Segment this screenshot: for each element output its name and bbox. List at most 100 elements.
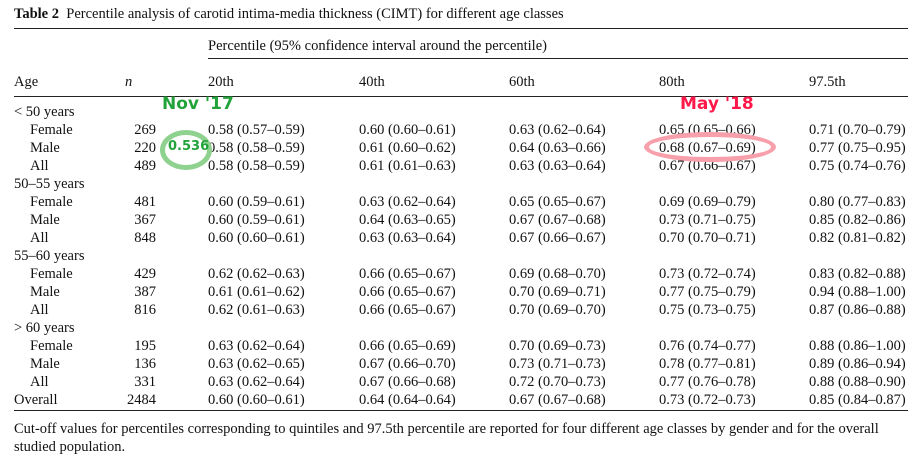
percentile-header: 80th [659, 73, 685, 91]
percentile-value: 0.88 (0.86–1.00) [809, 337, 906, 355]
percentile-value: 0.58 (0.58–0.59) [208, 157, 305, 175]
percentile-value: 0.67 (0.66–0.68) [359, 373, 456, 391]
row-n: 387 [116, 283, 156, 301]
percentile-header: 20th [208, 73, 234, 91]
percentile-value: 0.61 (0.61–0.62) [208, 283, 305, 301]
percentile-value: 0.69 (0.69–0.79) [659, 193, 756, 211]
percentile-value: 0.70 (0.69–0.70) [509, 301, 606, 319]
bottom-rule [14, 410, 908, 411]
percentile-value: 0.62 (0.61–0.63) [208, 301, 305, 319]
nov-value-annotation: 0.536 [168, 139, 209, 154]
row-label: All [30, 301, 49, 319]
percentile-value: 0.78 (0.77–0.81) [659, 355, 756, 373]
percentile-value: 0.73 (0.71–0.75) [659, 211, 756, 229]
percentile-value: 0.64 (0.63–0.66) [509, 139, 606, 157]
overall-value: 0.73 (0.72–0.73) [659, 391, 756, 409]
percentile-value: 0.87 (0.86–0.88) [809, 301, 906, 319]
row-n: 481 [116, 193, 156, 211]
percentile-header: 97.5th [809, 73, 846, 91]
percentile-value: 0.80 (0.77–0.83) [809, 193, 906, 211]
percentile-value: 0.66 (0.65–0.67) [359, 283, 456, 301]
percentile-value: 0.70 (0.70–0.71) [659, 229, 756, 247]
row-n: 367 [116, 211, 156, 229]
overall-value: 0.85 (0.84–0.87) [809, 391, 906, 409]
percentile-value: 0.69 (0.68–0.70) [509, 265, 606, 283]
age-group-label: > 60 years [14, 319, 75, 337]
percentile-value: 0.76 (0.74–0.77) [659, 337, 756, 355]
row-label: Female [30, 337, 73, 355]
percentile-value: 0.63 (0.62–0.64) [359, 193, 456, 211]
percentile-value: 0.70 (0.69–0.71) [509, 283, 606, 301]
percentile-value: 0.75 (0.74–0.76) [809, 157, 906, 175]
percentile-value: 0.63 (0.63–0.64) [509, 157, 606, 175]
nov-annotation: Nov '17 [162, 94, 234, 114]
percentile-value: 0.63 (0.62–0.64) [208, 337, 305, 355]
percentile-value: 0.60 (0.60–0.61) [359, 121, 456, 139]
percentile-value: 0.75 (0.73–0.75) [659, 301, 756, 319]
percentile-value: 0.67 (0.67–0.68) [509, 211, 606, 229]
percentile-value: 0.60 (0.59–0.61) [208, 193, 305, 211]
percentile-value: 0.67 (0.66–0.67) [509, 229, 606, 247]
percentile-value: 0.58 (0.58–0.59) [208, 139, 305, 157]
percentile-value: 0.63 (0.62–0.65) [208, 355, 305, 373]
top-rule [14, 28, 908, 29]
percentile-value: 0.60 (0.59–0.61) [208, 211, 305, 229]
percentile-value: 0.73 (0.72–0.74) [659, 265, 756, 283]
percentile-value: 0.60 (0.60–0.61) [208, 229, 305, 247]
row-label: Male [30, 139, 60, 157]
row-n: 429 [116, 265, 156, 283]
red-ellipse-annotation [644, 132, 776, 162]
percentile-header: 40th [359, 73, 385, 91]
percentile-value: 0.58 (0.57–0.59) [208, 121, 305, 139]
percentile-span-header: Percentile (95% confidence interval arou… [208, 37, 547, 55]
percentile-value: 0.77 (0.75–0.95) [809, 139, 906, 157]
percentile-value: 0.83 (0.82–0.88) [809, 265, 906, 283]
caption-title: Percentile analysis of carotid intima-me… [66, 6, 563, 22]
percentile-value: 0.66 (0.65–0.67) [359, 301, 456, 319]
row-n: 848 [116, 229, 156, 247]
percentile-value: 0.94 (0.88–1.00) [809, 283, 906, 301]
percentile-value: 0.67 (0.66–0.70) [359, 355, 456, 373]
table-caption: Table 2 Percentile analysis of carotid i… [14, 6, 564, 23]
row-n: 136 [116, 355, 156, 373]
row-n: 195 [116, 337, 156, 355]
percentile-value: 0.71 (0.70–0.79) [809, 121, 906, 139]
row-label: Male [30, 283, 60, 301]
row-label: Male [30, 211, 60, 229]
header-rule [14, 96, 908, 97]
percentile-value: 0.61 (0.61–0.63) [359, 157, 456, 175]
percentile-value: 0.72 (0.70–0.73) [509, 373, 606, 391]
caption-label: Table 2 [14, 6, 59, 22]
percentile-value: 0.66 (0.65–0.67) [359, 265, 456, 283]
percentile-value: 0.89 (0.86–0.94) [809, 355, 906, 373]
span-underline [208, 58, 908, 59]
percentile-value: 0.66 (0.65–0.69) [359, 337, 456, 355]
age-group-label: 55–60 years [14, 247, 84, 265]
row-n: 489 [116, 157, 156, 175]
percentile-value: 0.70 (0.69–0.73) [509, 337, 606, 355]
percentile-value: 0.73 (0.71–0.73) [509, 355, 606, 373]
row-n: 816 [116, 301, 156, 319]
row-label: Male [30, 355, 60, 373]
row-n: 269 [116, 121, 156, 139]
percentile-value: 0.64 (0.63–0.65) [359, 211, 456, 229]
overall-value: 0.67 (0.67–0.68) [509, 391, 606, 409]
percentile-header: 60th [509, 73, 535, 91]
percentile-value: 0.88 (0.88–0.90) [809, 373, 906, 391]
row-n: 331 [116, 373, 156, 391]
age-group-label: < 50 years [14, 103, 75, 121]
row-label: Female [30, 121, 73, 139]
percentile-value: 0.63 (0.62–0.64) [509, 121, 606, 139]
percentile-value: 0.65 (0.65–0.67) [509, 193, 606, 211]
row-label: Female [30, 265, 73, 283]
percentile-value: 0.77 (0.75–0.79) [659, 283, 756, 301]
percentile-value: 0.62 (0.62–0.63) [208, 265, 305, 283]
row-label: Female [30, 193, 73, 211]
percentile-value: 0.63 (0.62–0.64) [208, 373, 305, 391]
percentile-value: 0.63 (0.63–0.64) [359, 229, 456, 247]
overall-label: Overall [14, 391, 57, 409]
overall-value: 0.60 (0.60–0.61) [208, 391, 305, 409]
row-label: All [30, 229, 49, 247]
percentile-value: 0.85 (0.82–0.86) [809, 211, 906, 229]
age-group-label: 50–55 years [14, 175, 84, 193]
